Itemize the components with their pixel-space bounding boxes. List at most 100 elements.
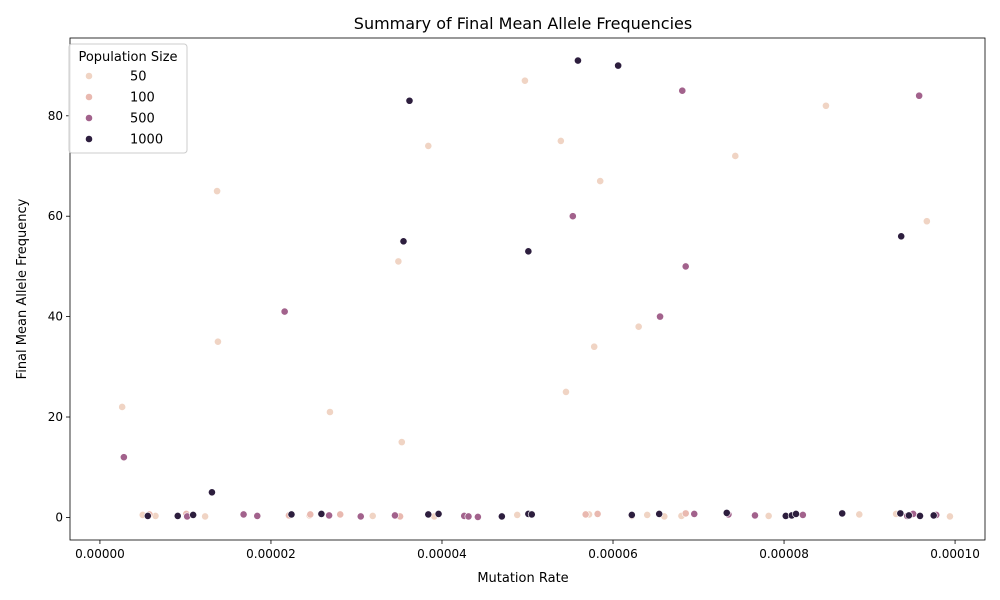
y-tick-label: 80 [48, 109, 63, 123]
data-point-pop-500-8 [239, 510, 248, 519]
data-point-pop-50-13 [731, 152, 740, 160]
x-axis-label: Mutation Rate [477, 571, 568, 586]
data-point-pop-500-5 [681, 262, 690, 271]
data-point-pop-1000-18 [655, 510, 664, 518]
data-point-pop-1000-8 [173, 512, 182, 520]
data-point-pop-50-2 [214, 337, 222, 346]
data-point-pop-500-2 [568, 212, 577, 221]
legend-label-50: 50 [130, 70, 147, 85]
legend-box [68, 43, 188, 154]
data-point-pop-1000-26 [916, 512, 924, 520]
data-point-pop-100-9 [681, 509, 690, 518]
data-point-pop-1000-19 [722, 508, 731, 517]
data-point-pop-50-9 [562, 388, 570, 396]
y-axis-ticks: 0 20 40 60 80 [48, 109, 70, 524]
data-point-pop-1000-5 [614, 61, 623, 70]
legend: Population Size 50 100 500 1000 [68, 43, 188, 154]
y-axis-label: Final Mean Allele Frequency [15, 198, 30, 379]
data-point-pop-50-22 [513, 511, 522, 519]
x-tick-label: 0.00010 [930, 547, 980, 561]
plot-frame [69, 37, 986, 541]
legend-marker-50 [85, 72, 93, 80]
data-point-pop-500-3 [656, 312, 664, 321]
data-point-pop-500-14 [464, 512, 473, 521]
data-point-pop-50-20 [368, 512, 377, 520]
legend-marker-500 [85, 114, 93, 122]
data-point-pop-1000-7 [143, 512, 152, 520]
data-point-pop-50-10 [590, 342, 599, 351]
chart-title: Summary of Final Mean Allele Frequencies [354, 14, 692, 33]
data-point-pop-50-1 [213, 187, 221, 196]
x-tick-label: 0.00004 [417, 547, 467, 561]
data-point-pop-1000-6 [897, 232, 906, 241]
data-point-pop-1000-3 [524, 247, 533, 256]
data-point-pop-500-4 [678, 86, 687, 95]
legend-label-500: 500 [130, 112, 155, 127]
data-point-pop-500-11 [356, 512, 365, 521]
y-tick-label: 40 [48, 310, 63, 324]
y-tick-label: 0 [55, 510, 63, 524]
data-point-pop-500-0 [119, 453, 128, 462]
data-point-pop-100-3 [306, 510, 315, 519]
data-point-pop-50-30 [946, 512, 954, 521]
x-tick-label: 0.00006 [588, 547, 638, 561]
data-point-pop-1000-13 [434, 510, 443, 518]
data-point-pop-50-24 [643, 511, 652, 519]
data-point-pop-1000-17 [627, 511, 636, 519]
data-point-pop-50-7 [521, 76, 529, 85]
x-tick-label: 0.00000 [75, 547, 125, 561]
data-point-pop-50-14 [822, 101, 830, 110]
data-point-pop-500-9 [253, 512, 262, 520]
data-point-pop-50-3 [326, 408, 334, 416]
data-point-pop-50-27 [764, 512, 773, 520]
legend-label-1000: 1000 [130, 133, 163, 148]
x-tick-label: 0.00008 [759, 547, 809, 561]
legend-marker-1000 [85, 135, 93, 143]
data-point-pop-50-18 [201, 512, 210, 521]
legend-label-100: 100 [130, 91, 155, 106]
data-point-pop-500-6 [915, 91, 924, 100]
data-point-pop-1000-1 [399, 237, 408, 246]
plot-marks [118, 56, 954, 521]
data-point-pop-1000-11 [317, 510, 326, 518]
legend-title: Population Size [78, 50, 177, 65]
data-point-pop-1000-24 [896, 509, 905, 518]
legend-entries: 50 100 500 1000 [85, 70, 163, 148]
data-point-pop-1000-2 [405, 96, 414, 105]
data-point-pop-1000-23 [838, 509, 847, 518]
data-point-pop-500-19 [798, 511, 807, 519]
data-point-pop-1000-22 [792, 510, 800, 518]
x-axis-ticks: 0.00000 0.00002 0.00004 0.00006 0.00008 0.000… [75, 540, 980, 561]
data-point-pop-1000-16 [527, 510, 536, 519]
y-tick-label: 20 [48, 410, 63, 424]
data-point-pop-100-6 [581, 510, 590, 519]
x-tick-label: 0.00002 [246, 547, 296, 561]
data-point-pop-100-7 [593, 510, 602, 518]
data-point-pop-50-5 [397, 438, 406, 447]
data-point-pop-50-0 [118, 403, 127, 411]
data-point-pop-1000-9 [189, 511, 198, 519]
data-point-pop-500-10 [325, 511, 334, 520]
data-point-pop-1000-27 [929, 511, 938, 520]
data-point-pop-500-18 [751, 511, 759, 520]
data-point-pop-500-15 [473, 513, 482, 521]
data-point-pop-1000-0 [208, 488, 216, 497]
legend-marker-100 [85, 93, 93, 101]
data-point-pop-1000-14 [497, 512, 506, 521]
data-point-pop-1000-25 [904, 511, 913, 520]
data-point-pop-500-16 [690, 510, 699, 518]
data-point-pop-50-15 [922, 217, 931, 226]
data-point-pop-500-1 [280, 307, 289, 316]
data-point-pop-1000-12 [424, 510, 433, 519]
data-point-pop-50-4 [394, 257, 403, 266]
data-point-pop-50-6 [424, 142, 433, 150]
data-point-pop-50-11 [596, 177, 605, 185]
data-point-pop-50-28 [855, 510, 864, 519]
data-point-pop-50-12 [634, 322, 643, 331]
data-point-pop-100-4 [336, 510, 345, 519]
data-point-pop-1000-4 [574, 56, 582, 65]
data-point-pop-1000-10 [287, 510, 296, 519]
data-point-pop-50-8 [556, 137, 565, 145]
y-tick-label: 60 [48, 209, 63, 223]
